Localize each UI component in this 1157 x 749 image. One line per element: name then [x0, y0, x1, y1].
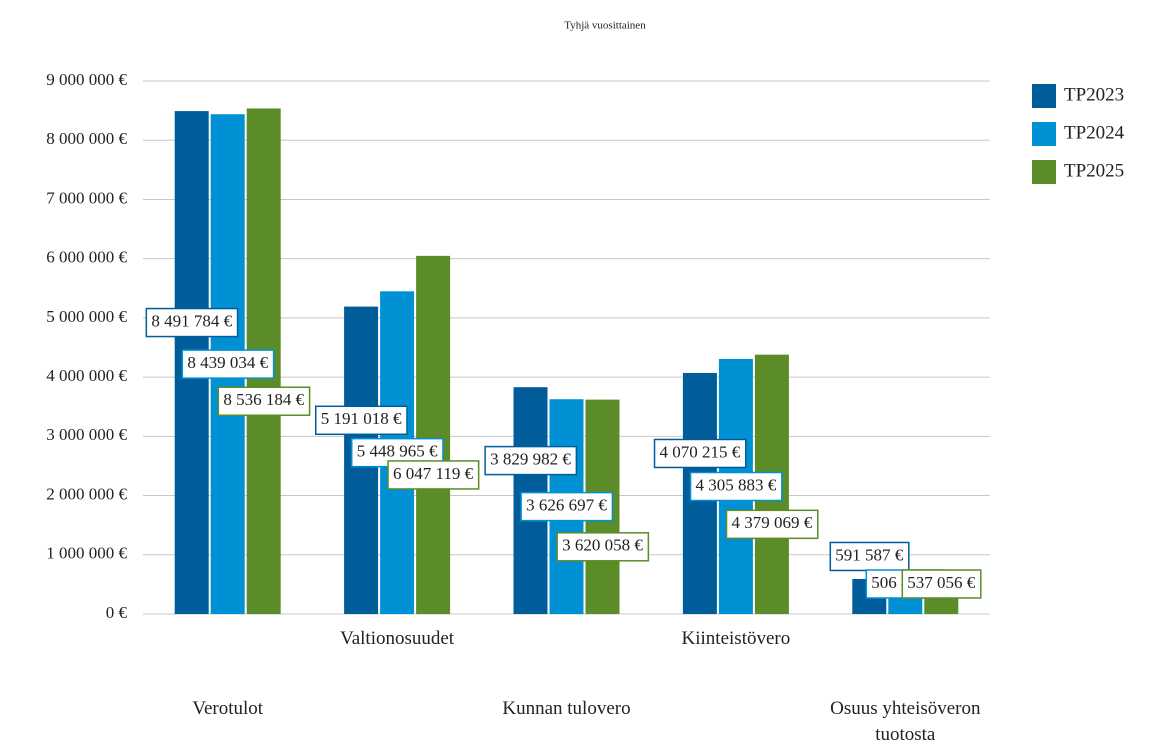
legend-swatch [1032, 122, 1056, 146]
legend-label: TP2024 [1064, 122, 1125, 143]
legend-swatch [1032, 160, 1056, 184]
data-label: 5 448 965 € [357, 442, 438, 461]
data-label-box [725, 509, 819, 540]
x-tick-label: Valtionosuudet [340, 628, 455, 649]
legend-swatch [1032, 84, 1056, 108]
data-label: 4 379 069 € [732, 513, 813, 532]
y-tick-label: 3 000 000 € [46, 425, 127, 444]
data-label-box [901, 569, 982, 599]
y-tick-label: 9 000 000 € [46, 70, 127, 89]
y-tick-label: 8 000 000 € [46, 129, 127, 148]
data-label: 4 305 883 € [696, 475, 777, 494]
x-tick-label: Osuus yhteisöveron tuotosta [830, 698, 981, 745]
data-label-box [556, 532, 650, 562]
data-label-box [217, 386, 311, 416]
data-label: 537 056 € [907, 573, 976, 592]
data-label: 3 620 058 € [562, 536, 643, 555]
y-tick-label: 7 000 000 € [46, 188, 127, 207]
data-label: 8 491 784 € [151, 311, 232, 330]
data-label: 8 439 034 € [187, 353, 268, 372]
bar [416, 255, 451, 615]
data-label: 3 829 982 € [490, 449, 571, 468]
data-label-box [484, 445, 578, 476]
data-label: 4 070 215 € [660, 442, 741, 461]
data-label: 6 047 119 € [393, 464, 474, 483]
data-label-box [520, 491, 614, 522]
data-label: 5 191 018 € [321, 409, 402, 428]
x-tick-label: Kunnan tulovero [502, 698, 631, 719]
y-tick-label: 0 € [106, 603, 128, 622]
data-label: 8 536 184 € [223, 390, 304, 409]
y-tick-label: 4 000 000 € [46, 366, 127, 385]
data-label-box [689, 471, 783, 502]
x-tick-label: Verotulot [192, 698, 264, 719]
chart-title: Tyhjä vuosittainen [564, 20, 646, 32]
data-label-box [653, 438, 747, 469]
data-label-box [314, 405, 408, 436]
data-label: 3 626 697 € [526, 496, 607, 515]
data-label-box [145, 307, 239, 338]
data-label-box [387, 460, 480, 490]
y-tick-label: 1 000 000 € [46, 544, 127, 563]
legend-label: TP2025 [1064, 160, 1124, 181]
y-tick-label: 6 000 000 € [46, 248, 127, 267]
y-tick-label: 2 000 000 € [46, 484, 127, 503]
x-tick-label: Kiinteistövero [681, 628, 791, 649]
y-tick-label: 5 000 000 € [46, 307, 127, 326]
data-label-box [181, 349, 275, 379]
legend-label: TP2023 [1064, 84, 1124, 105]
data-label: 591 587 € [835, 545, 904, 564]
